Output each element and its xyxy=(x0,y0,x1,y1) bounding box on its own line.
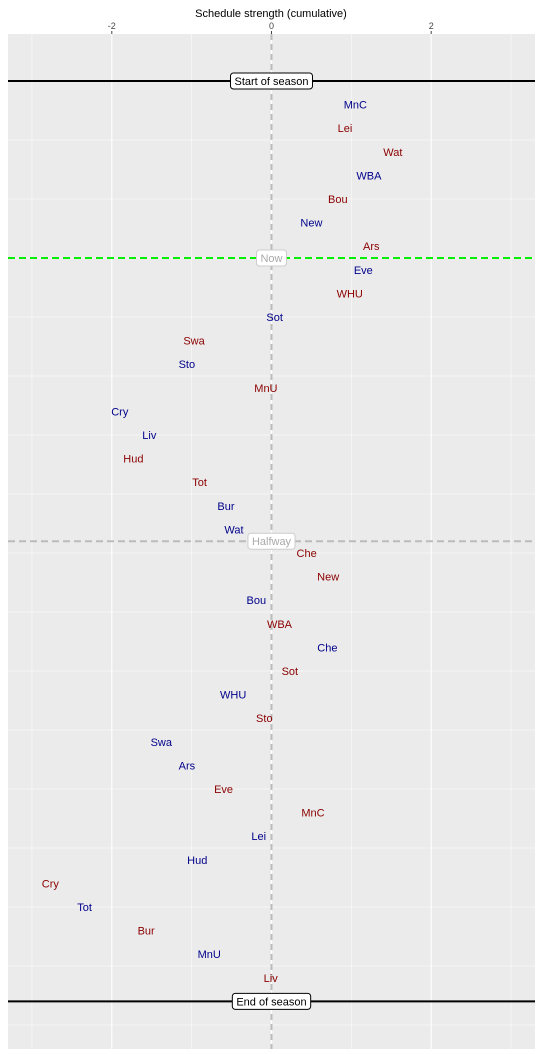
team-label-liv: Liv xyxy=(264,973,279,985)
team-label-whu: WHU xyxy=(220,690,246,702)
team-label-mnu: MnU xyxy=(198,949,221,961)
x-tick-label: 2 xyxy=(429,21,434,31)
team-label-tot: Tot xyxy=(192,477,207,489)
team-label-mnc: MnC xyxy=(344,100,367,112)
season-marker-label: End of season xyxy=(236,996,306,1008)
team-label-bur: Bur xyxy=(217,501,234,513)
team-label-sto: Sto xyxy=(256,713,273,725)
team-label-lei: Lei xyxy=(251,831,266,843)
team-label-hud: Hud xyxy=(187,855,207,867)
team-label-lei: Lei xyxy=(338,123,353,135)
team-label-new: New xyxy=(317,572,339,584)
team-label-hud: Hud xyxy=(123,454,143,466)
team-label-liv: Liv xyxy=(142,430,157,442)
team-label-che: Che xyxy=(297,548,317,560)
team-label-wba: WBA xyxy=(356,170,382,182)
season-marker: Now xyxy=(8,249,535,267)
season-marker-box xyxy=(247,532,296,550)
team-label-bou: Bou xyxy=(328,194,348,206)
team-labels: MnCLeiWatWBABouNewArsEveWHUSotSwaStoMnUC… xyxy=(42,100,403,985)
team-label-wat: Wat xyxy=(224,524,243,536)
season-marker-box xyxy=(230,72,313,90)
team-label-bur: Bur xyxy=(138,926,155,938)
season-marker-label: Halfway xyxy=(252,536,292,548)
team-label-mnu: MnU xyxy=(254,383,277,395)
team-label-whu: WHU xyxy=(337,288,363,300)
team-label-sot: Sot xyxy=(266,312,283,324)
team-label-tot: Tot xyxy=(77,902,92,914)
x-tick-label: 0 xyxy=(269,21,274,31)
team-label-sot: Sot xyxy=(282,666,299,678)
team-label-wba: WBA xyxy=(267,619,293,631)
team-label-mnc: MnC xyxy=(301,808,324,820)
team-label-cry: Cry xyxy=(111,406,129,418)
team-label-cry: Cry xyxy=(42,878,60,890)
season-markers: Start of season Now Halfway End of season xyxy=(8,72,535,1010)
team-label-new: New xyxy=(300,218,322,230)
team-label-eve: Eve xyxy=(354,265,373,277)
team-label-ars: Ars xyxy=(363,241,380,253)
team-label-sto: Sto xyxy=(179,359,196,371)
team-label-swa: Swa xyxy=(183,336,205,348)
team-label-ars: Ars xyxy=(179,760,196,772)
season-marker-label: Start of season xyxy=(235,76,309,88)
team-label-bou: Bou xyxy=(247,595,267,607)
x-axis-ticks: -2 0 2 xyxy=(108,21,434,34)
team-label-che: Che xyxy=(317,642,337,654)
x-tick-label: -2 xyxy=(108,21,116,31)
season-marker-box xyxy=(231,992,312,1010)
team-label-eve: Eve xyxy=(214,784,233,796)
team-label-wat: Wat xyxy=(383,147,402,159)
season-marker-label: Now xyxy=(260,253,282,265)
season-marker: Start of season xyxy=(8,72,535,90)
x-axis-title: Schedule strength (cumulative) xyxy=(195,8,347,20)
season-marker-box xyxy=(255,249,288,267)
season-marker: Halfway xyxy=(8,532,535,550)
season-marker: End of season xyxy=(8,992,535,1010)
team-label-swa: Swa xyxy=(151,737,173,749)
